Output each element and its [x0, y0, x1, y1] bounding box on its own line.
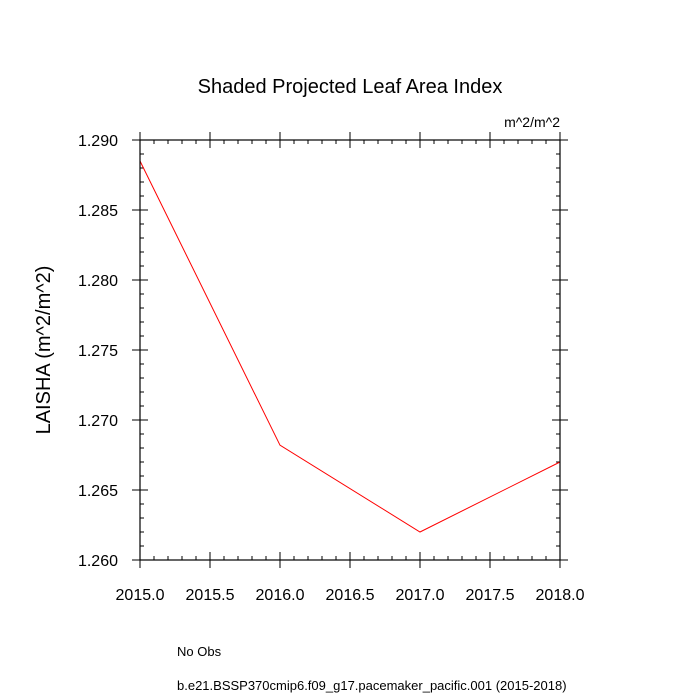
legend-label-series: b.e21.BSSP370cmip6.f09_g17.pacemaker_pac…: [177, 677, 567, 693]
axis-ticks: [132, 132, 568, 568]
tick-labels: 2015.0 2015.5 2016.0 2016.5 2017.0 2017.5 2018…: [78, 133, 585, 604]
series-layer: [139, 160, 561, 533]
series-line: [139, 160, 561, 533]
legend-item-series: b.e21.BSSP370cmip6.f09_g17.pacemaker_pac…: [75, 675, 567, 695]
x-tick-label: 2015.5: [186, 587, 235, 604]
x-tick-label: 2015.0: [116, 587, 165, 604]
y-tick-label: 1.270: [78, 413, 118, 430]
y-axis-label: LAISHA (m^2/m^2): [33, 266, 55, 435]
x-tick-label: 2017.5: [466, 587, 515, 604]
y-tick-label: 1.290: [78, 133, 118, 150]
y-tick-label: 1.260: [78, 553, 118, 570]
chart-title: Shaded Projected Leaf Area Index: [198, 76, 503, 98]
y-tick-label: 1.285: [78, 203, 118, 220]
y-tick-label: 1.265: [78, 483, 118, 500]
units-label: m^2/m^2: [504, 114, 560, 130]
plot-frame: [139, 139, 561, 561]
legend-item-no-obs: No Obs: [75, 641, 221, 661]
legend-label-no-obs: No Obs: [177, 643, 222, 659]
x-tick-label: 2018.0: [536, 587, 585, 604]
x-tick-label: 2016.0: [256, 587, 305, 604]
y-tick-label: 1.280: [78, 273, 118, 290]
x-tick-label: 2016.5: [326, 587, 375, 604]
x-tick-label: 2017.0: [396, 587, 445, 604]
y-tick-label: 1.275: [78, 343, 118, 360]
